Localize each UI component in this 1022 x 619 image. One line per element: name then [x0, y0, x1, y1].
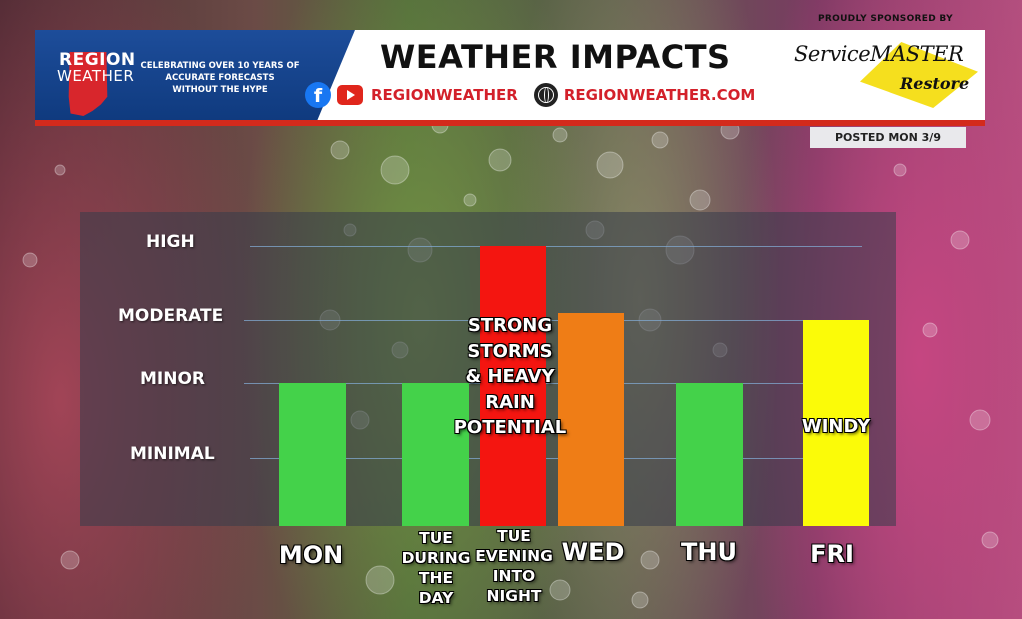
day-label-line: TUE [497, 527, 531, 545]
annotation-line: WINDY [801, 416, 871, 437]
annotation-line: STORMS [467, 340, 553, 362]
level-label-moderate: MODERATE [118, 306, 224, 326]
grid-line-minor [244, 383, 862, 384]
posted-date: POSTED MON 3/9 [810, 127, 966, 148]
day-label-line: DURING [401, 549, 471, 567]
day-label-line: EVENING [475, 547, 553, 565]
day-label-tue-during-the-day: TUE DURING THE DAY [376, 528, 496, 608]
tagline: CELEBRATING OVER 10 YEARS OF ACCURATE FO… [140, 60, 300, 96]
grid-line-high [250, 246, 862, 247]
logo-top-text: REGION [59, 50, 136, 70]
sponsor-name: ServiceMASTER [794, 42, 964, 66]
day-label-line: FRI [810, 540, 854, 568]
annotation-line: & HEAVY [465, 366, 555, 387]
level-label-high: HIGH [146, 232, 195, 252]
day-label-line: TUE [419, 529, 453, 547]
annotation-line: RAIN [485, 391, 535, 413]
day-label-mon: MON [251, 540, 371, 570]
day-label-line: INTO [492, 567, 536, 585]
facebook-icon[interactable]: f [305, 82, 331, 108]
bar-annotation: STRONG STORMS & HEAVY RAIN POTENTIAL [440, 313, 580, 441]
youtube-icon[interactable] [337, 85, 363, 105]
grid-line-minimal [250, 458, 862, 459]
day-label-line: THU [681, 538, 737, 566]
day-label-line: MON [278, 541, 344, 569]
tagline-line: WITHOUT THE HYPE [172, 85, 268, 95]
bar-mon [279, 383, 346, 526]
day-label-line: THE [418, 569, 454, 587]
page-title: WEATHER IMPACTS [380, 38, 731, 76]
day-label-line: NIGHT [486, 587, 542, 605]
bar-annotation: WINDY [766, 414, 906, 440]
banner-stripe [35, 120, 985, 126]
day-label-fri: FRI [772, 539, 892, 569]
sponsor-sub: Restore [900, 74, 970, 93]
bar-fri [803, 320, 869, 526]
day-label-wed: WED [533, 537, 653, 567]
bar-tue-evening-into-night [480, 246, 546, 526]
day-label-thu: THU [649, 537, 769, 567]
sponsor-logo: ServiceMASTER Restore [790, 34, 982, 112]
social-handle[interactable]: REGIONWEATHER [371, 86, 518, 104]
grid-line-moderate [244, 320, 862, 321]
level-label-minimal: MINIMAL [130, 444, 215, 464]
bar-thu [676, 383, 743, 526]
website-link[interactable]: REGIONWEATHER.COM [563, 86, 756, 104]
bar-wed [558, 312, 624, 526]
tagline-line: CELEBRATING OVER 10 YEARS OF [140, 61, 300, 71]
globe-icon [533, 83, 558, 107]
logo-bottom-text: WEATHER [57, 67, 135, 85]
day-label-line: DAY [418, 589, 454, 607]
bar-tue-during-the-day [402, 383, 469, 526]
level-label-minor: MINOR [140, 369, 206, 389]
day-label-line: WED [561, 538, 625, 566]
sponsor-label: PROUDLY SPONSORED BY [818, 14, 953, 24]
tagline-line: ACCURATE FORECASTS [165, 73, 275, 83]
annotation-line: STRONG [467, 315, 553, 336]
social-links: f REGIONWEATHER REGIONWEATHER.COM [305, 82, 755, 108]
annotation-line: POTENTIAL [453, 417, 567, 438]
day-label-tue-evening-into-night: TUE EVENING INTO NIGHT [454, 526, 574, 606]
